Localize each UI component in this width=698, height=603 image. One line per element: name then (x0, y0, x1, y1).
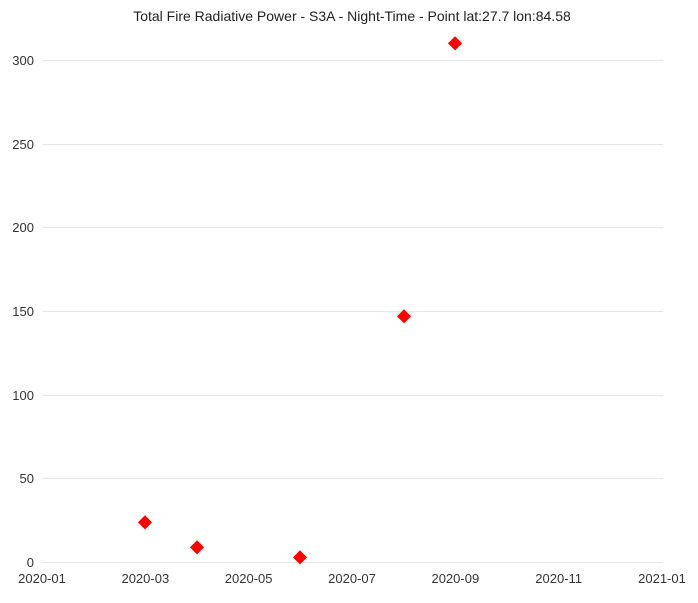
data-point-marker (190, 540, 204, 554)
y-gridline (42, 478, 663, 480)
y-gridline (42, 227, 663, 229)
y-axis-tick-label: 200 (12, 220, 34, 236)
chart-title: Total Fire Radiative Power - S3A - Night… (133, 8, 571, 24)
y-axis-tick-label: 50 (19, 471, 34, 487)
x-axis-tick-label: 2020-01 (18, 571, 66, 586)
y-axis-tick-label: 100 (12, 387, 34, 403)
y-gridline (42, 311, 663, 312)
y-axis-tick-label: 250 (12, 136, 34, 152)
x-axis-tick-label: 2021-01 (638, 571, 686, 586)
y-axis-tick-label: 0 (26, 555, 34, 570)
y-gridline (42, 394, 663, 396)
x-axis-tick-label: 2020-03 (121, 571, 170, 586)
x-axis-tick-label: 2020-05 (224, 571, 273, 586)
data-point-marker (448, 36, 463, 50)
y-axis-tick-label: 150 (12, 304, 34, 319)
x-axis-tick-label: 2020-07 (328, 571, 376, 586)
y-gridline (42, 143, 663, 145)
y-axis-tick-label: 300 (12, 53, 34, 68)
x-axis-tick-label: 2020-11 (535, 571, 583, 586)
data-point-marker (138, 515, 153, 529)
y-gridline (42, 562, 663, 563)
y-gridline (42, 60, 663, 61)
x-axis-tick-label: 2020-09 (431, 571, 480, 586)
